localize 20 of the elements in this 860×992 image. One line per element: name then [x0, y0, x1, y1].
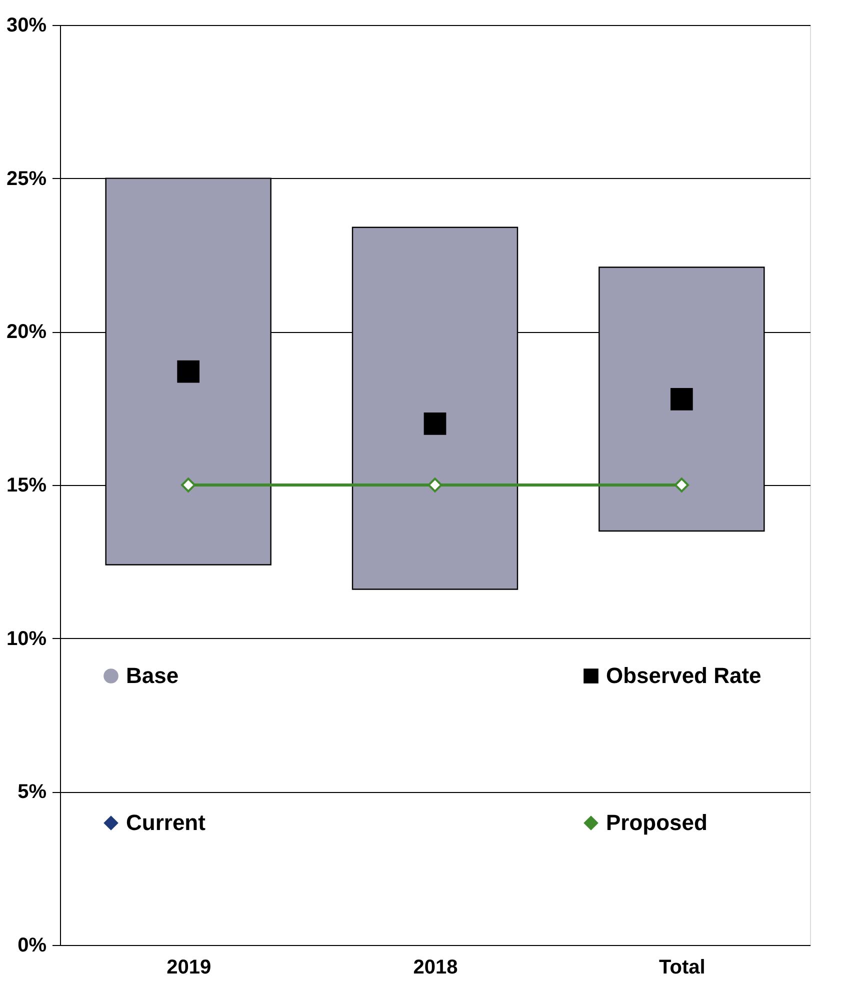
legend-label: Current — [126, 810, 206, 835]
y-tick-label: 25% — [6, 168, 47, 190]
legend-label: Base — [126, 663, 179, 688]
point — [674, 478, 689, 492]
x-tick-label: Total — [659, 956, 706, 978]
point — [177, 360, 200, 383]
y-tick-label: 15% — [6, 474, 47, 496]
point — [428, 478, 442, 492]
legend-label: Proposed — [606, 810, 708, 835]
y-tick-label: 5% — [18, 781, 47, 804]
point — [424, 412, 446, 435]
x-tick-label: 2019 — [166, 956, 212, 978]
legend-label: Observed Rate — [606, 663, 762, 688]
y-tick-label: 20% — [6, 321, 47, 344]
y-tick-label: 10% — [6, 628, 47, 650]
y-tick-label: 0% — [18, 934, 47, 956]
x-tick-label: 2018 — [413, 956, 458, 978]
point — [670, 388, 693, 410]
point — [181, 478, 196, 492]
y-tick-label: 30% — [6, 14, 47, 36]
